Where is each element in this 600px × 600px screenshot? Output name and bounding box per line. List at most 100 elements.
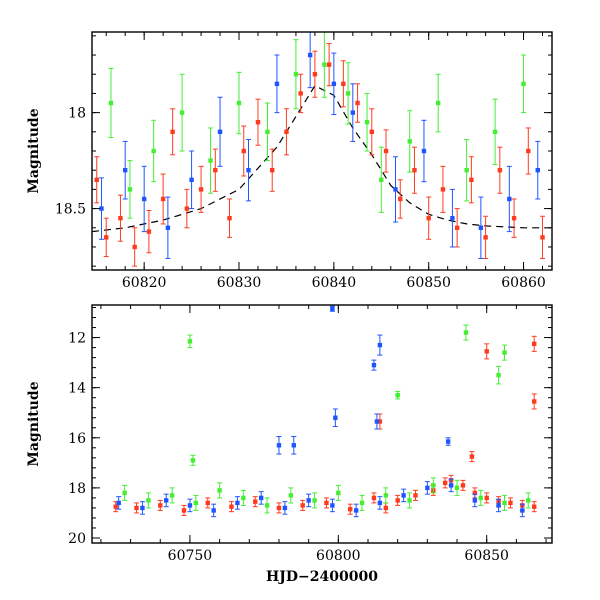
- data-point: [472, 498, 478, 503]
- data-point: [274, 81, 280, 87]
- data-point: [508, 500, 513, 506]
- series-1: [122, 324, 531, 514]
- data-point: [393, 187, 398, 192]
- y-tick-label: 16: [68, 431, 86, 447]
- x-axis-label: HJD−2400000: [266, 569, 378, 585]
- y-tick-label: 14: [68, 381, 86, 397]
- data-point: [440, 187, 446, 192]
- data-point: [535, 167, 540, 173]
- data-point: [276, 443, 282, 448]
- data-point: [330, 306, 335, 311]
- data-point: [160, 196, 166, 202]
- x-tick-label: 60850: [464, 548, 509, 564]
- data-point: [158, 503, 163, 508]
- data-point: [442, 480, 448, 486]
- data-point: [312, 72, 318, 77]
- data-point: [526, 148, 531, 154]
- data-point: [227, 215, 232, 221]
- data-point: [217, 129, 223, 135]
- data-point: [246, 167, 251, 173]
- series-2: [98, 32, 541, 259]
- data-point: [520, 508, 525, 513]
- y-tick-label: 12: [68, 331, 86, 347]
- data-point: [421, 148, 427, 154]
- data-point: [151, 148, 156, 154]
- data-point: [413, 493, 418, 498]
- y-tick-label: 18.5: [55, 202, 86, 218]
- x-tick-label: 60830: [217, 275, 262, 291]
- data-point: [484, 349, 489, 354]
- plot-frame: [91, 304, 553, 544]
- data-point: [377, 342, 383, 348]
- data-point: [122, 490, 127, 496]
- data-point: [312, 498, 317, 503]
- data-point: [526, 498, 531, 503]
- data-point: [132, 244, 137, 250]
- data-point: [379, 177, 384, 182]
- x-tick-label: 60860: [501, 275, 546, 291]
- bottom-panel-full-light-curve: 60750 60800 60850 12 14 16 18 20 Magnitude HJD−24…: [26, 304, 553, 585]
- data-point: [169, 493, 175, 498]
- data-point: [450, 215, 455, 221]
- data-point: [540, 235, 545, 240]
- data-point: [217, 488, 222, 493]
- data-point: [425, 485, 430, 491]
- data-point: [371, 495, 377, 501]
- data-point: [291, 443, 297, 448]
- series-1: [108, 32, 527, 219]
- data-point: [531, 504, 537, 509]
- data-point: [448, 483, 454, 488]
- data-point: [265, 129, 270, 135]
- data-point: [431, 483, 436, 488]
- data-point: [383, 148, 389, 154]
- y-axis-label: Magnitude: [26, 108, 42, 193]
- data-point: [383, 505, 389, 511]
- data-point: [355, 100, 360, 106]
- data-point: [293, 72, 299, 77]
- data-point: [189, 177, 194, 182]
- data-point: [496, 372, 501, 378]
- series-0: [113, 335, 537, 516]
- data-point: [264, 503, 270, 508]
- data-point: [306, 498, 311, 503]
- top-panel-zoomed-light-curve: 60820 60830 60840 60850 60860 18 18.5 Magnitude: [26, 31, 553, 291]
- data-point: [460, 483, 466, 488]
- data-point: [469, 454, 475, 459]
- data-point: [496, 503, 501, 508]
- data-point: [463, 330, 469, 335]
- data-point: [374, 419, 380, 424]
- data-point: [270, 167, 275, 173]
- data-point: [284, 129, 289, 135]
- data-point: [116, 500, 121, 506]
- data-point: [104, 235, 109, 240]
- data-point: [371, 362, 377, 368]
- x-tick-label: 60840: [312, 275, 357, 291]
- y-axis-label: Magnitude: [26, 381, 42, 466]
- data-point: [140, 505, 145, 511]
- y-tick-label: 18: [68, 106, 86, 122]
- data-point: [336, 490, 341, 496]
- data-point: [205, 500, 210, 506]
- data-point: [478, 495, 483, 501]
- data-point: [531, 341, 537, 347]
- data-point: [497, 167, 503, 173]
- y-tick-label: 20: [68, 531, 86, 547]
- data-point: [521, 81, 526, 87]
- data-point: [211, 508, 216, 513]
- data-point: [241, 148, 246, 154]
- data-point: [377, 419, 383, 424]
- data-point: [170, 129, 175, 135]
- series-0: [94, 43, 546, 267]
- data-point: [345, 91, 351, 96]
- data-point: [141, 196, 147, 202]
- data-point: [502, 350, 507, 355]
- data-point: [146, 498, 151, 503]
- data-point: [454, 225, 460, 230]
- data-point: [108, 100, 114, 106]
- series-2: [116, 305, 525, 518]
- data-point: [331, 81, 337, 87]
- data-point: [113, 504, 118, 509]
- x-tick-label: 60750: [168, 548, 213, 564]
- data-point: [330, 503, 335, 508]
- data-point: [326, 62, 332, 67]
